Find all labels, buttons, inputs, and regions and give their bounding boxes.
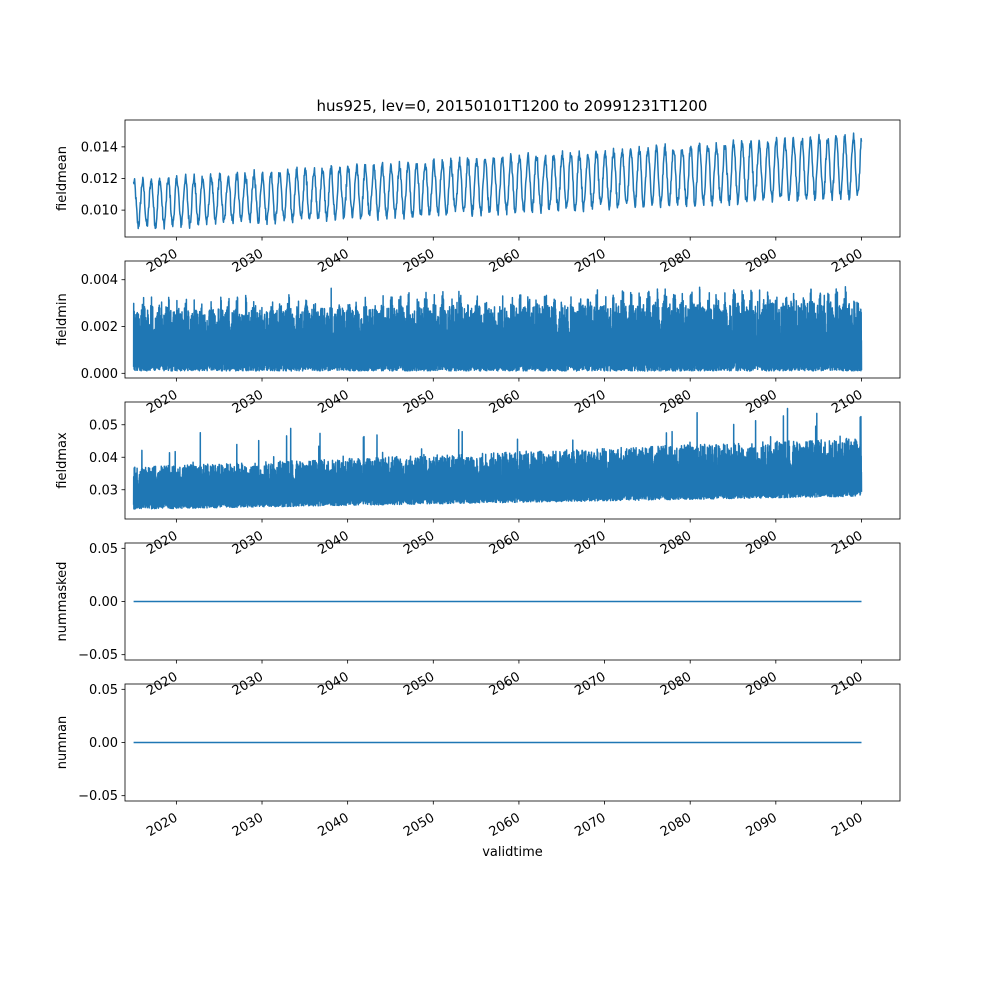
y-axis-label: fieldmean xyxy=(55,146,70,211)
y-tick-label: 0.010 xyxy=(81,204,118,219)
x-tick-label: 2070 xyxy=(572,810,608,840)
x-tick-label: 2050 xyxy=(401,810,437,840)
y-tick-label: 0.014 xyxy=(81,140,118,155)
x-axis-label: validtime xyxy=(482,845,543,860)
y-axis-label: fieldmin xyxy=(55,293,70,346)
x-tick-label: 2090 xyxy=(744,810,780,840)
fieldmax-axes-frame xyxy=(124,401,901,520)
x-tick-label: 2060 xyxy=(487,810,523,840)
chart-title: hus925, lev=0, 20150101T1200 to 20991231… xyxy=(317,97,708,115)
y-tick-label: 0.04 xyxy=(89,451,118,466)
y-tick-label: 0.05 xyxy=(89,542,118,557)
y-tick-label: −0.05 xyxy=(78,789,118,804)
y-tick-label: 0.05 xyxy=(89,418,118,433)
y-tick-label: 0.004 xyxy=(81,273,118,288)
y-tick-label: −0.05 xyxy=(78,648,118,663)
fieldmin-series-line xyxy=(132,286,863,372)
y-tick-label: 0.012 xyxy=(81,172,118,187)
fieldmin-axes-frame xyxy=(124,260,901,379)
y-tick-label: 0.03 xyxy=(89,483,118,498)
y-tick-label: 0.00 xyxy=(89,595,118,610)
y-tick-label: 0.002 xyxy=(81,320,118,335)
x-tick-label: 2100 xyxy=(829,810,865,840)
y-axis-label: fieldmax xyxy=(55,432,70,489)
x-tick-label: 2020 xyxy=(144,810,180,840)
fieldmean-series-line xyxy=(132,132,863,230)
fieldmax-series-line xyxy=(132,407,863,510)
y-tick-label: 0.05 xyxy=(89,683,118,698)
panel-numnan: −0.05 0.00 0.05 2020 2030 2040 2050 2060 2070 208… xyxy=(55,683,901,860)
y-tick-label: 0.00 xyxy=(89,736,118,751)
y-axis-label: numnan xyxy=(55,716,70,770)
x-tick-label: 2030 xyxy=(230,810,266,840)
x-tick-label: 2040 xyxy=(315,810,351,840)
panels: 0.010 0.012 0.014 2020 2030 2040 2050 2060 2070 2… xyxy=(55,119,901,860)
y-axis-label: nummasked xyxy=(55,562,70,642)
x-tick-label: 2080 xyxy=(658,810,694,840)
y-tick-label: 0.000 xyxy=(81,367,118,382)
